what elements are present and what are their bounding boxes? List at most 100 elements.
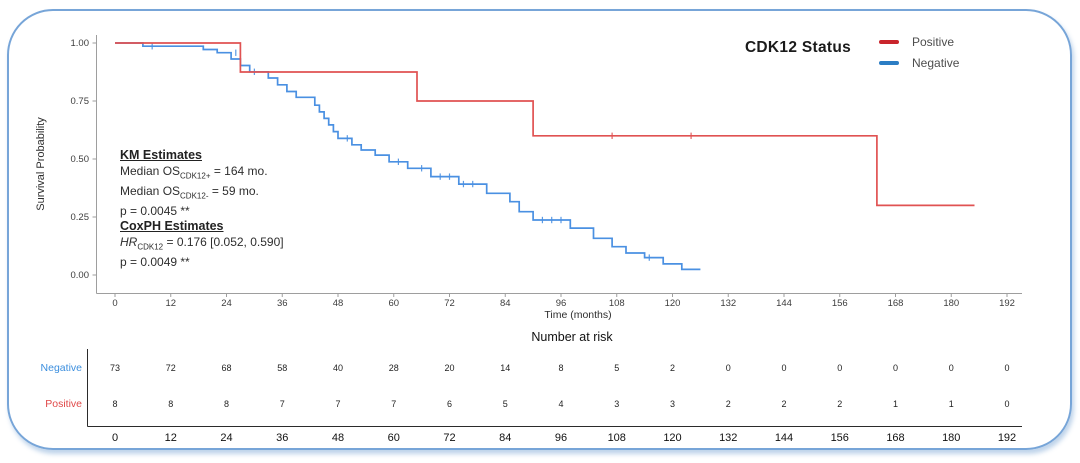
risk-count: 0	[1004, 363, 1009, 373]
risk-count: 6	[447, 399, 452, 409]
legend-item-negative: Negative	[879, 52, 959, 73]
risk-count: 8	[112, 399, 117, 409]
risk-table-tick-label: 72	[443, 432, 455, 444]
risk-count: 2	[837, 399, 842, 409]
risk-count: 3	[670, 399, 675, 409]
risk-count: 7	[335, 399, 340, 409]
x-tick-label: 156	[832, 298, 848, 309]
annotation-line: p = 0.0049 **	[120, 254, 190, 269]
risk-count: 72	[166, 363, 176, 373]
x-tick-label: 0	[112, 298, 117, 309]
km-estimates-heading: KM Estimates	[120, 148, 202, 162]
risk-count: 8	[558, 363, 563, 373]
risk-count: 40	[333, 363, 343, 373]
x-tick-label: 168	[888, 298, 904, 309]
risk-table-tick-label: 0	[112, 432, 118, 444]
km-curve-positive	[115, 42, 975, 207]
risk-table-tick-label: 132	[719, 432, 737, 444]
positive-key-swatch	[879, 39, 899, 44]
x-tick-label: 192	[999, 298, 1015, 309]
x-tick-label: 108	[609, 298, 625, 309]
risk-count: 0	[1004, 399, 1009, 409]
annotation-line: Median OSCDK12+ = 164 mo.	[120, 164, 268, 181]
x-tick-label: 60	[388, 298, 399, 309]
risk-count: 5	[614, 363, 619, 373]
risk-table-heading: Number at risk	[531, 330, 613, 344]
legend-label-negative: Negative	[912, 55, 960, 70]
risk-count: 7	[391, 399, 396, 409]
x-tick-label: 120	[665, 298, 681, 309]
risk-count: 2	[781, 399, 786, 409]
x-tick-label: 180	[943, 298, 959, 309]
km-curve-negative	[115, 42, 701, 271]
coxph-estimates-heading: CoxPH Estimates	[120, 219, 224, 233]
risk-table-tick-label: 60	[388, 432, 400, 444]
risk-count: 1	[893, 399, 898, 409]
chart-title: CDK12 Status	[744, 39, 852, 56]
risk-table-tick-label: 84	[499, 432, 511, 444]
risk-table-tick-label: 168	[886, 432, 904, 444]
x-tick-label: 36	[277, 298, 288, 309]
legend-label-positive: Positive	[912, 34, 955, 49]
risk-count: 2	[670, 363, 675, 373]
x-tick-label: 48	[333, 298, 344, 309]
risk-count: 3	[614, 399, 619, 409]
negative-key-swatch	[879, 60, 899, 65]
km-estimates-annotation: KM Estimates Median OSCDK12+ = 164 mo. Me…	[120, 148, 268, 219]
annotation-line: p = 0.0045 **	[120, 203, 190, 218]
risk-table-tick-label: 36	[276, 432, 288, 444]
x-tick-label: 84	[500, 298, 511, 309]
coxph-estimates-lines: HRCDK12 = 0.176 [0.052, 0.590] p = 0.0049…	[120, 235, 284, 270]
risk-table-tick-label: 180	[942, 432, 960, 444]
risk-table-tick-label: 192	[998, 432, 1016, 444]
risk-count: 20	[444, 363, 454, 373]
risk-count: 0	[893, 363, 898, 373]
risk-table-tick-label: 156	[831, 432, 849, 444]
risk-count: 73	[110, 363, 120, 373]
risk-table-tick-label: 48	[332, 432, 344, 444]
x-tick-label: 96	[556, 298, 567, 309]
x-tick-label: 72	[444, 298, 455, 309]
x-axis-title: Time (months)	[544, 309, 611, 321]
risk-table-tick-label: 144	[775, 432, 793, 444]
risk-row-label-negative: Negative	[41, 362, 83, 374]
x-tick-label: 132	[720, 298, 736, 309]
x-tick-label: 12	[165, 298, 176, 309]
risk-count: 0	[949, 363, 954, 373]
risk-table-tick-label: 120	[663, 432, 681, 444]
y-tick-label: 1.00	[71, 38, 90, 49]
risk-table-tick-label: 96	[555, 432, 567, 444]
y-axis-title: Survival Probability	[35, 117, 47, 211]
risk-count: 0	[837, 363, 842, 373]
risk-row-label-positive: Positive	[45, 398, 82, 410]
risk-table-tick-label: 108	[608, 432, 626, 444]
risk-count: 68	[221, 363, 231, 373]
risk-count: 5	[503, 399, 508, 409]
risk-count: 8	[224, 399, 229, 409]
coxph-estimates-annotation: CoxPH Estimates HRCDK12 = 0.176 [0.052, …	[120, 219, 284, 270]
figure-border-frame	[7, 9, 1072, 450]
y-tick-label: 0.25	[71, 212, 90, 223]
risk-count: 2	[726, 399, 731, 409]
risk-table-tick-label: 24	[220, 432, 232, 444]
legend: Positive Negative	[879, 31, 959, 73]
risk-count: 0	[781, 363, 786, 373]
y-tick-label: 0.50	[71, 154, 90, 165]
y-tick-label: 0.75	[71, 96, 90, 107]
risk-count: 58	[277, 363, 287, 373]
legend-item-positive: Positive	[879, 31, 959, 52]
risk-count: 28	[389, 363, 399, 373]
km-estimates-lines: Median OSCDK12+ = 164 mo. Median OSCDK12-…	[120, 164, 268, 219]
annotation-line: Median OSCDK12- = 59 mo.	[120, 183, 259, 201]
risk-count: 7	[280, 399, 285, 409]
risk-count: 0	[726, 363, 731, 373]
annotation-line: HRCDK12 = 0.176 [0.052, 0.590]	[120, 235, 284, 252]
risk-count: 8	[168, 399, 173, 409]
risk-count: 4	[558, 399, 563, 409]
risk-count: 1	[949, 399, 954, 409]
x-tick-label: 24	[221, 298, 232, 309]
risk-table-tick-label: 12	[165, 432, 177, 444]
x-tick-label: 144	[776, 298, 792, 309]
